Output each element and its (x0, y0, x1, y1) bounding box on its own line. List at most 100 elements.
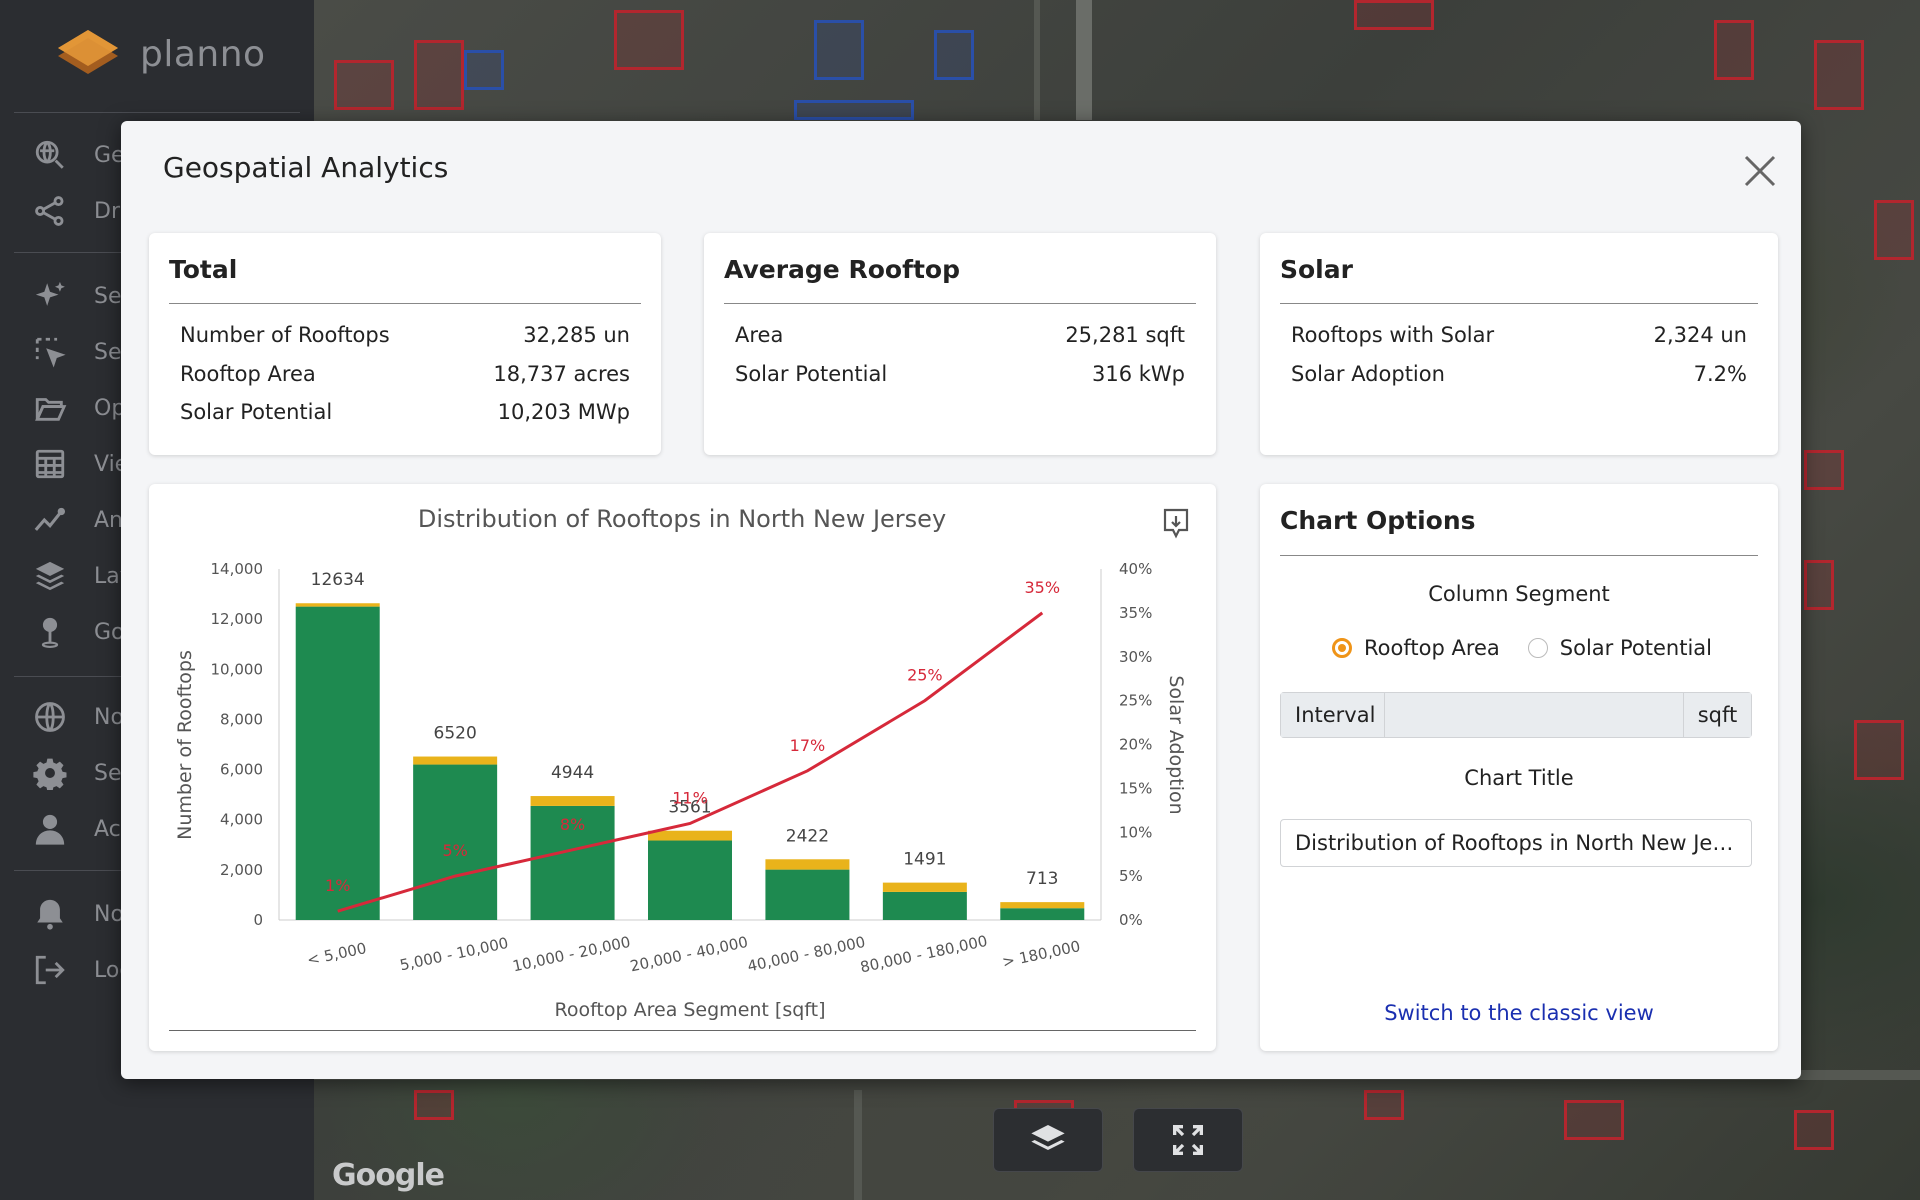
download-chart-button[interactable] (1159, 506, 1193, 544)
sidebar-item-geo[interactable]: Ge (30, 130, 125, 180)
bar-segment-base (413, 764, 498, 920)
y-axis-title: Number of Rooftops (174, 650, 196, 840)
sidebar-item-network[interactable]: No (30, 692, 124, 742)
y2-tick-label: 20% (1119, 736, 1152, 754)
stat-value: 316 kWp (1091, 362, 1185, 386)
building-outline (414, 40, 464, 110)
sidebar-item-select[interactable]: Se (30, 327, 122, 377)
interval-input[interactable] (1385, 693, 1683, 737)
sidebar-item-view[interactable]: Vie (30, 439, 128, 489)
y2-tick-label: 0% (1119, 911, 1143, 929)
x-tick-label: 40,000 - 80,000 (746, 933, 867, 976)
line-point-label: 35% (1025, 578, 1061, 597)
total-card: Total Number of Rooftops 32,285 un Rooft… (149, 233, 661, 455)
bar-segment-top (413, 756, 498, 765)
sidebar-item-open[interactable]: Op (30, 383, 125, 433)
sidebar-item-settings[interactable]: Se (30, 748, 122, 798)
sidebar-item-logout[interactable]: Log (30, 945, 133, 995)
layers-button[interactable] (993, 1108, 1103, 1172)
stat-row: Area 25,281 sqft (735, 323, 1185, 347)
map-search-icon (30, 135, 70, 175)
radio-rooftop-area[interactable]: Rooftop Area (1332, 636, 1500, 660)
building-outline (934, 30, 974, 80)
bar-segment-base (882, 891, 967, 920)
logout-icon (30, 950, 70, 990)
y-tick-label: 6,000 (220, 761, 263, 779)
sidebar-item-account[interactable]: Ac (30, 804, 121, 854)
y-tick-label: 8,000 (220, 710, 263, 728)
card-divider (724, 303, 1196, 304)
bar-segment-base (1000, 908, 1085, 920)
bar-segment-top (530, 796, 615, 806)
bar-total-label: 3561 (668, 798, 711, 818)
map-road (1034, 0, 1040, 120)
classic-view-link[interactable]: Switch to the classic view (1384, 1001, 1654, 1025)
radio-button-selected[interactable] (1332, 638, 1352, 658)
fullscreen-icon (1173, 1125, 1203, 1155)
map-runway (1076, 0, 1092, 120)
building-outline (1804, 450, 1844, 490)
card-title: Average Rooftop (724, 255, 960, 284)
building-outline (414, 1090, 454, 1120)
map-pin-icon (30, 612, 70, 652)
sidebar-item-notifications[interactable]: No (30, 889, 124, 939)
stat-label: Rooftops with Solar (1291, 323, 1495, 347)
layers-icon (30, 556, 70, 596)
rooftop-distribution-chart: Distribution of Rooftops in North New Je… (174, 505, 1187, 1021)
close-button[interactable] (1740, 151, 1780, 191)
stat-label: Number of Rooftops (180, 323, 390, 347)
chart-divider (169, 1030, 1196, 1031)
y2-tick-label: 40% (1119, 560, 1152, 578)
sidebar-item-goto[interactable]: Go (30, 607, 125, 657)
bar-total-label: 6520 (434, 724, 477, 744)
bar-segment-top (882, 882, 967, 892)
solar-adoption-line (337, 611, 1044, 913)
average-rooftop-card: Average Rooftop Area 25,281 sqft Solar P… (704, 233, 1216, 455)
stat-row: Solar Potential 10,203 MWp (180, 400, 630, 424)
building-outline (1804, 560, 1834, 610)
y2-axis-title: Solar Adoption (1165, 675, 1187, 814)
radio-button[interactable] (1527, 638, 1548, 658)
interval-input-group: Interval sqft (1280, 692, 1752, 738)
stat-row: Rooftops with Solar 2,324 un (1291, 323, 1747, 347)
download-icon (1163, 508, 1189, 539)
analytics-modal: Geospatial Analytics Total Number of Roo… (121, 121, 1801, 1079)
share-nodes-icon (30, 191, 70, 231)
x-tick-label: 20,000 - 40,000 (628, 933, 749, 976)
stat-value: 32,285 un (523, 323, 630, 347)
line-point-label: 5% (442, 841, 467, 860)
fullscreen-button[interactable] (1133, 1108, 1243, 1172)
bar-total-label: 713 (1026, 869, 1058, 889)
stat-row: Solar Adoption 7.2% (1291, 362, 1747, 386)
building-outline (794, 100, 914, 120)
analytics-line-icon (30, 500, 70, 540)
chart-title-label: Chart Title (1464, 766, 1574, 790)
sidebar-item-draw[interactable]: Dr (30, 186, 120, 236)
stat-value: 2,324 un (1653, 323, 1747, 347)
folder-open-icon (30, 388, 70, 428)
bar-segment-top (765, 859, 850, 870)
layers-icon (1031, 1125, 1065, 1150)
bar-total-label: 2422 (786, 826, 829, 846)
stat-label: Solar Adoption (1291, 362, 1445, 386)
app-logo[interactable]: planno (56, 28, 266, 80)
x-axis-title: Rooftop Area Segment [sqft] (554, 999, 825, 1021)
radio-solar-potential[interactable]: Solar Potential (1527, 636, 1712, 660)
y-tick-label: 14,000 (211, 560, 264, 578)
building-outline (1874, 200, 1914, 260)
building-outline (334, 60, 394, 110)
sidebar-item-search[interactable]: Se (30, 271, 122, 321)
sparkles-icon (30, 276, 70, 316)
map-road (854, 1090, 862, 1200)
y-tick-label: 10,000 (211, 660, 264, 678)
radio-label: Solar Potential (1559, 636, 1712, 660)
app-name: planno (140, 33, 266, 75)
sidebar-item-layers[interactable]: Lay (30, 551, 133, 601)
close-icon (1744, 155, 1776, 187)
card-divider (169, 303, 641, 304)
select-pointer-icon (30, 332, 70, 372)
chart-title-input[interactable]: Distribution of Rooftops in North New Je… (1280, 819, 1752, 867)
chart-options-card: Chart Options Column Segment Rooftop Are… (1260, 484, 1778, 1051)
planno-logo-icon (58, 30, 118, 74)
sidebar-item-analytics[interactable]: An (30, 495, 123, 545)
